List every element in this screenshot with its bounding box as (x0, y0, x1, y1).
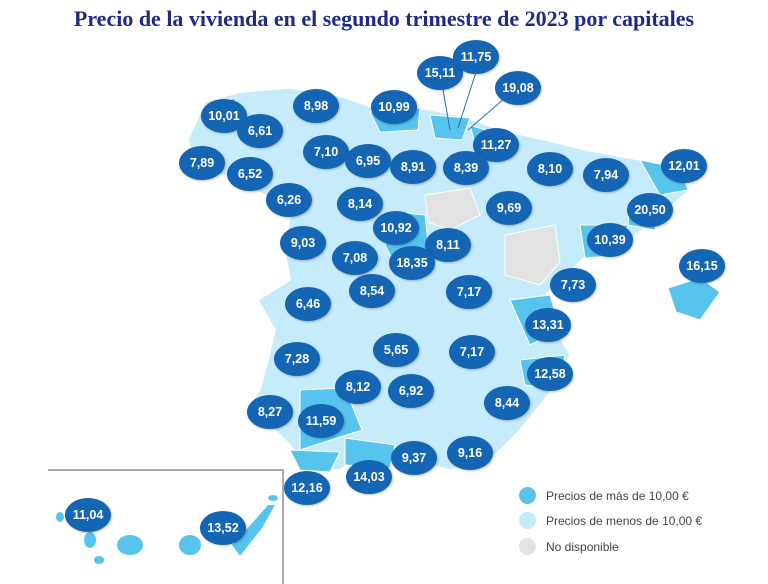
price-bubble: 10,99 (371, 90, 417, 124)
legend-label: Precios de menos de 10,00 € (546, 513, 703, 528)
price-bubble: 8,98 (293, 89, 339, 123)
price-bubble: 20,50 (627, 193, 673, 227)
price-bubble: 7,17 (449, 335, 495, 369)
price-bubble: 8,14 (337, 187, 383, 221)
legend-below-10: Precios de menos de 10,00 € (519, 512, 702, 529)
price-bubble: 9,16 (447, 436, 493, 470)
price-bubble: 16,15 (679, 249, 725, 283)
price-bubble: 6,52 (227, 157, 273, 191)
legend-swatch-not-available (519, 538, 536, 555)
price-bubble: 10,92 (373, 211, 419, 245)
price-bubble: 8,10 (527, 152, 573, 186)
price-bubble: 7,28 (274, 342, 320, 376)
price-bubble: 10,39 (587, 223, 633, 257)
price-bubble: 14,03 (346, 460, 392, 494)
regions-not-available (424, 187, 561, 286)
price-bubble: 11,04 (65, 498, 111, 532)
price-bubble: 7,89 (179, 146, 225, 180)
price-bubble: 12,16 (284, 471, 330, 505)
price-bubble: 6,46 (285, 287, 331, 321)
price-bubble: 19,08 (495, 71, 541, 105)
price-bubble: 13,31 (525, 308, 571, 342)
map-title: Precio de la vivienda en el segundo trim… (73, 6, 695, 31)
price-bubble: 11,59 (298, 404, 344, 438)
callout-lines (441, 71, 506, 131)
price-bubble: 5,65 (373, 333, 419, 367)
price-bubble: 8,91 (390, 150, 436, 184)
price-bubble: 7,73 (550, 268, 596, 302)
canary-inset-frame (48, 469, 284, 584)
price-bubble: 9,37 (391, 441, 437, 475)
price-bubble: 6,61 (237, 114, 283, 148)
price-bubble: 12,58 (527, 357, 573, 391)
price-bubble: 8,54 (349, 274, 395, 308)
price-bubble: 6,92 (388, 374, 434, 408)
price-bubble: 18,35 (389, 246, 435, 280)
legend-not-available: No disponible (519, 538, 619, 555)
price-bubble: 8,44 (484, 386, 530, 420)
canary-islands (56, 495, 278, 564)
legend-above-10: Precios de más de 10,00 € (519, 487, 689, 504)
price-bubble: 9,69 (486, 191, 532, 225)
price-bubble: 8,27 (247, 395, 293, 429)
legend-label: No disponible (546, 539, 619, 554)
price-bubble: 6,95 (345, 144, 391, 178)
legend-swatch-above-10 (519, 487, 536, 504)
price-bubble: 8,39 (443, 151, 489, 185)
price-bubble: 7,10 (303, 135, 349, 169)
price-bubble: 11,75 (453, 40, 499, 74)
price-bubble: 7,94 (583, 158, 629, 192)
price-bubble: 12,01 (661, 149, 707, 183)
price-bubble: 7,17 (446, 275, 492, 309)
legend-label: Precios de más de 10,00 € (546, 488, 689, 503)
price-bubble: 7,08 (332, 241, 378, 275)
price-bubble: 8,12 (335, 370, 381, 404)
price-bubble: 9,03 (280, 226, 326, 260)
price-bubble: 13,52 (200, 511, 246, 545)
legend-swatch-below-10 (519, 512, 536, 529)
price-bubble: 6,26 (266, 183, 312, 217)
